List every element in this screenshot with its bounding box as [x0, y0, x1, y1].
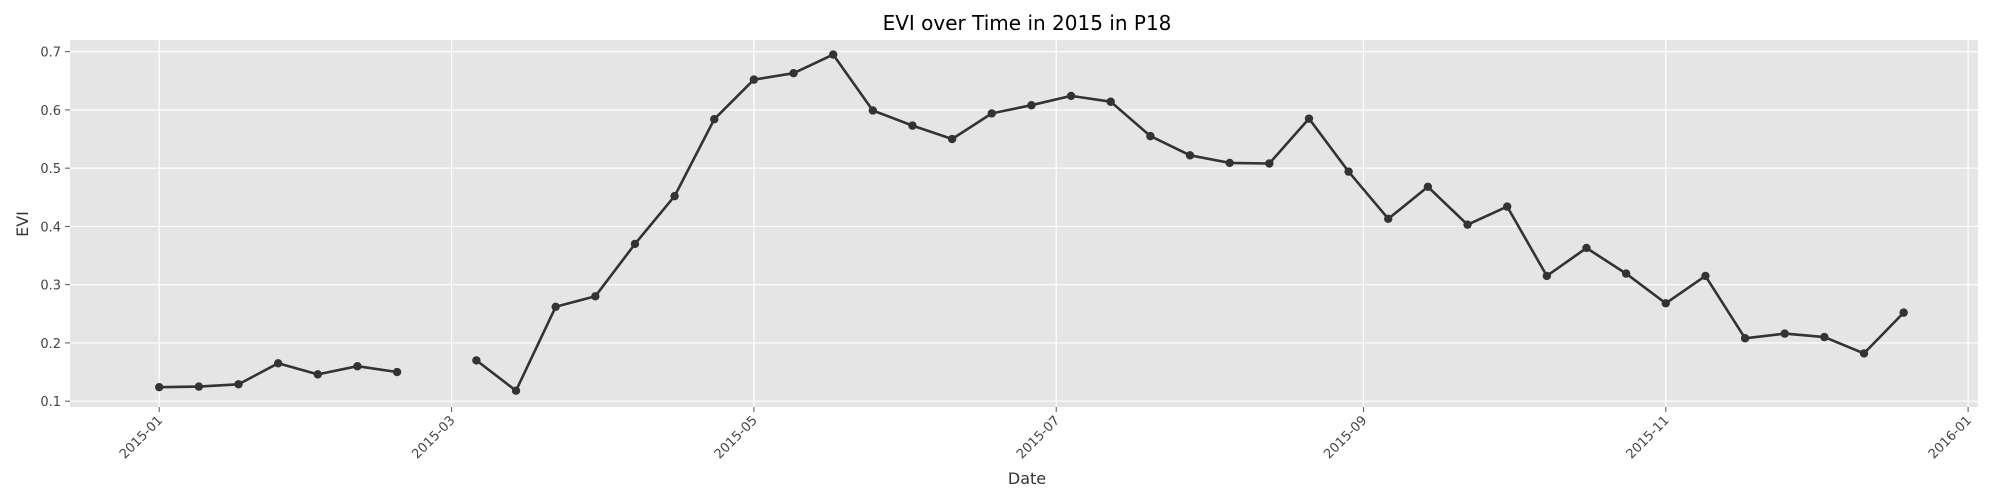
data-point: [1582, 243, 1591, 253]
y-tick-label: 0.7: [40, 46, 61, 61]
data-point: [194, 382, 204, 391]
data-point: [1423, 182, 1433, 191]
data-point: [234, 380, 243, 389]
data-point: [273, 359, 283, 368]
data-point: [1027, 101, 1036, 110]
data-point: [868, 106, 878, 115]
data-point: [1542, 271, 1552, 281]
data-point: [551, 302, 560, 312]
x-tick-label: 2015-03: [409, 413, 458, 462]
y-tick-label: 0.2: [40, 337, 61, 352]
data-point: [1661, 299, 1670, 308]
data-point: [1265, 159, 1274, 168]
y-tick-label: 0.3: [40, 279, 61, 294]
data-point: [472, 356, 481, 365]
data-point: [789, 69, 798, 78]
data-point: [591, 292, 600, 301]
y-tick-label: 0.4: [40, 220, 61, 235]
y-tick-label: 0.5: [40, 162, 61, 177]
data-point: [670, 191, 679, 201]
data-point: [353, 362, 362, 371]
data-point: [1146, 131, 1155, 141]
data-point: [987, 109, 996, 118]
x-tick-label: 2015-01: [117, 413, 166, 462]
data-point: [1225, 158, 1234, 168]
data-point: [1740, 334, 1750, 343]
data-point: [1185, 151, 1195, 160]
x-tick-label: 2016-01: [1926, 413, 1975, 462]
data-point: [1463, 220, 1472, 229]
data-point: [1859, 349, 1869, 358]
data-point: [1701, 271, 1710, 281]
data-point: [1106, 97, 1115, 106]
data-point: [392, 367, 402, 377]
data-point: [1502, 202, 1512, 211]
data-point: [1304, 114, 1314, 123]
data-point: [947, 134, 957, 144]
data-point: [155, 382, 164, 392]
data-point: [908, 121, 917, 130]
data-point: [1820, 332, 1829, 342]
x-tick-label: 2015-11: [1624, 413, 1673, 462]
y-tick-label: 0.6: [40, 104, 61, 119]
data-point: [749, 75, 759, 84]
x-axis-label: Date: [1008, 469, 1046, 488]
x-tick-label: 2015-05: [712, 413, 761, 462]
chart-title: EVI over Time in 2015 in P18: [883, 11, 1172, 35]
data-point: [313, 370, 322, 379]
data-point: [829, 50, 838, 59]
data-point: [630, 239, 640, 249]
y-tick-label: 0.1: [40, 395, 61, 410]
x-tick-label: 2015-09: [1321, 413, 1370, 462]
data-point: [511, 386, 521, 395]
data-point: [710, 115, 719, 124]
data-point: [1899, 308, 1908, 317]
data-point: [1384, 214, 1393, 224]
data-point: [1344, 167, 1353, 176]
data-point: [1066, 91, 1076, 101]
grid-lines: [70, 40, 1978, 407]
data-point: [1621, 269, 1631, 278]
y-axis-label: EVI: [13, 211, 32, 237]
x-tick-label: 2015-07: [1014, 413, 1063, 462]
series-layer: [155, 50, 1908, 395]
data-point: [1780, 329, 1789, 338]
plot-area: [70, 40, 1978, 407]
